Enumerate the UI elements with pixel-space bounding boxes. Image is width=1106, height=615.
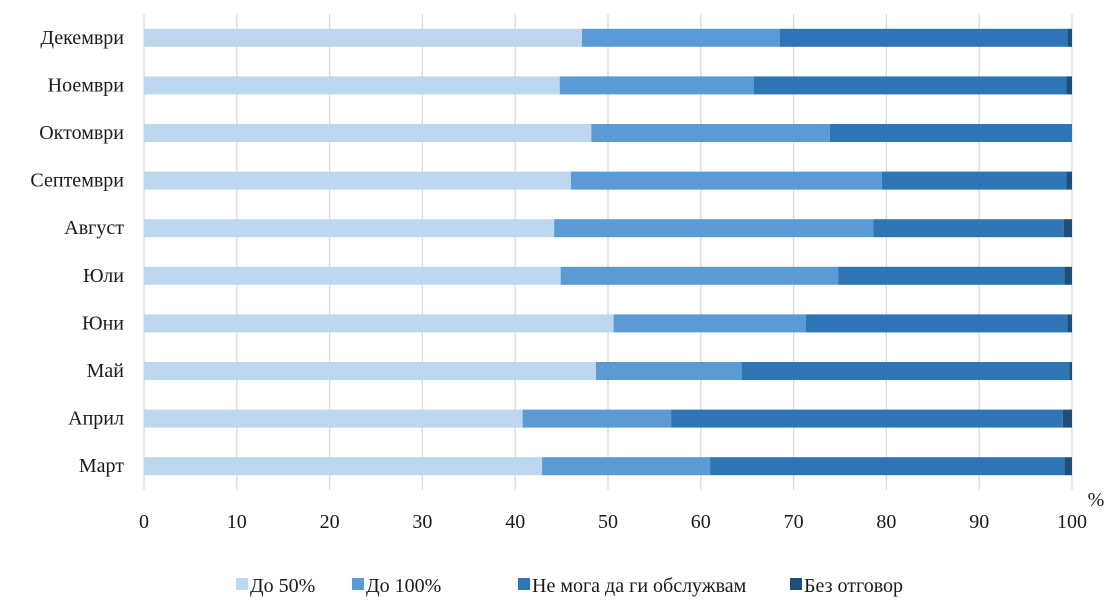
- x-tick-label: 50: [598, 511, 618, 533]
- bar-segment: [144, 314, 614, 333]
- bar-segment: [144, 409, 523, 428]
- bar-segment: [542, 457, 711, 476]
- x-tick-label: 70: [784, 511, 804, 533]
- bar-segment: [710, 457, 1065, 476]
- bar-segment: [570, 171, 882, 190]
- bar-segment: [560, 266, 839, 285]
- bar-segment: [1063, 219, 1072, 238]
- bar-segment: [595, 362, 742, 380]
- category-label: Септември: [30, 170, 124, 192]
- legend-label: До 100%: [366, 575, 441, 597]
- bars: [144, 28, 1072, 476]
- bar-segment: [753, 76, 1067, 95]
- bar-segment: [613, 314, 806, 333]
- x-tick-label: 10: [227, 511, 247, 533]
- bar-segment: [1062, 409, 1072, 428]
- bar-segment: [582, 28, 780, 47]
- bar-segment: [144, 457, 543, 476]
- category-label: Юли: [83, 265, 124, 287]
- x-tick-label: 20: [320, 511, 340, 533]
- bar-segment: [144, 124, 592, 142]
- category-label: Ноември: [48, 74, 125, 96]
- bar-segment: [1064, 266, 1072, 285]
- bar-segment: [1066, 76, 1072, 95]
- category-label: Декември: [40, 27, 124, 49]
- x-tick-label: 100: [1057, 511, 1087, 533]
- x-tick-label: 90: [969, 511, 989, 533]
- bar-segment: [144, 266, 561, 285]
- x-tick-label: 30: [412, 511, 432, 533]
- x-axis-tick-labels: 0 10 20 30 40 50 60 70 80 90 100: [139, 511, 1087, 533]
- bar-segment: [873, 219, 1064, 238]
- x-axis-unit-label: %: [1088, 489, 1105, 511]
- category-label: Април: [68, 408, 124, 430]
- legend-swatch: [236, 578, 248, 590]
- bar-segment: [805, 314, 1068, 333]
- legend-swatch: [790, 578, 802, 590]
- bar-segment: [1064, 457, 1072, 476]
- category-labels: Декември Ноември Октомври Септември Август Юл…: [30, 27, 124, 477]
- bar-segment: [144, 76, 560, 95]
- legend-swatch: [518, 578, 530, 590]
- bar-segment: [741, 362, 1070, 380]
- bar-segment: [591, 124, 830, 142]
- bar-segment: [559, 76, 754, 95]
- bar-segment: [1067, 314, 1072, 333]
- category-label: Юни: [82, 312, 124, 334]
- category-label: Август: [64, 217, 124, 239]
- bar-segment: [144, 219, 555, 238]
- bar-segment: [144, 171, 571, 190]
- bar-segment: [838, 266, 1065, 285]
- bar-segment: [779, 28, 1068, 47]
- x-tick-label: 60: [691, 511, 711, 533]
- legend-label: До 50%: [250, 575, 315, 597]
- category-label: Март: [79, 455, 124, 477]
- bar-segment: [829, 124, 1072, 142]
- x-tick-label: 40: [505, 511, 525, 533]
- bar-segment: [881, 171, 1067, 190]
- legend-label: Не мога да ги обслужвам: [532, 575, 747, 597]
- legend: До 50% До 100% Не мога да ги обслужвам Без …: [236, 575, 903, 597]
- legend-label: Без отговор: [804, 575, 903, 597]
- bar-segment: [554, 219, 874, 238]
- category-label: Май: [87, 360, 125, 382]
- bar-segment: [522, 409, 672, 428]
- bar-segment: [144, 362, 596, 380]
- bar-segment: [1066, 171, 1072, 190]
- x-tick-label: 80: [876, 511, 896, 533]
- x-tick-label: 0: [139, 511, 149, 533]
- bar-segment: [1067, 28, 1072, 47]
- category-label: Октомври: [39, 122, 124, 144]
- bar-segment: [1069, 362, 1072, 380]
- legend-swatch: [352, 578, 364, 590]
- bar-segment: [144, 28, 583, 47]
- bar-segment: [671, 409, 1063, 428]
